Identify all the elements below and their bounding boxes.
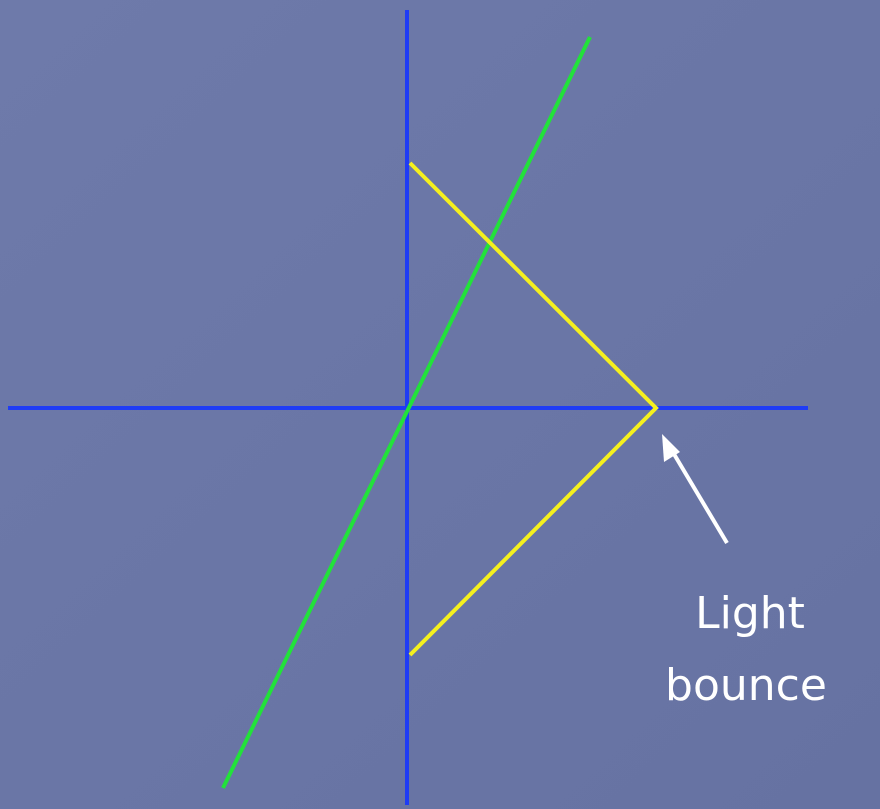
green-line [221,36,592,789]
annotation-line: Light [695,588,805,639]
annotation-line: bounce [665,660,827,711]
light-path [408,161,659,657]
arrow-shaft [666,442,729,545]
arrow-head [662,434,680,462]
